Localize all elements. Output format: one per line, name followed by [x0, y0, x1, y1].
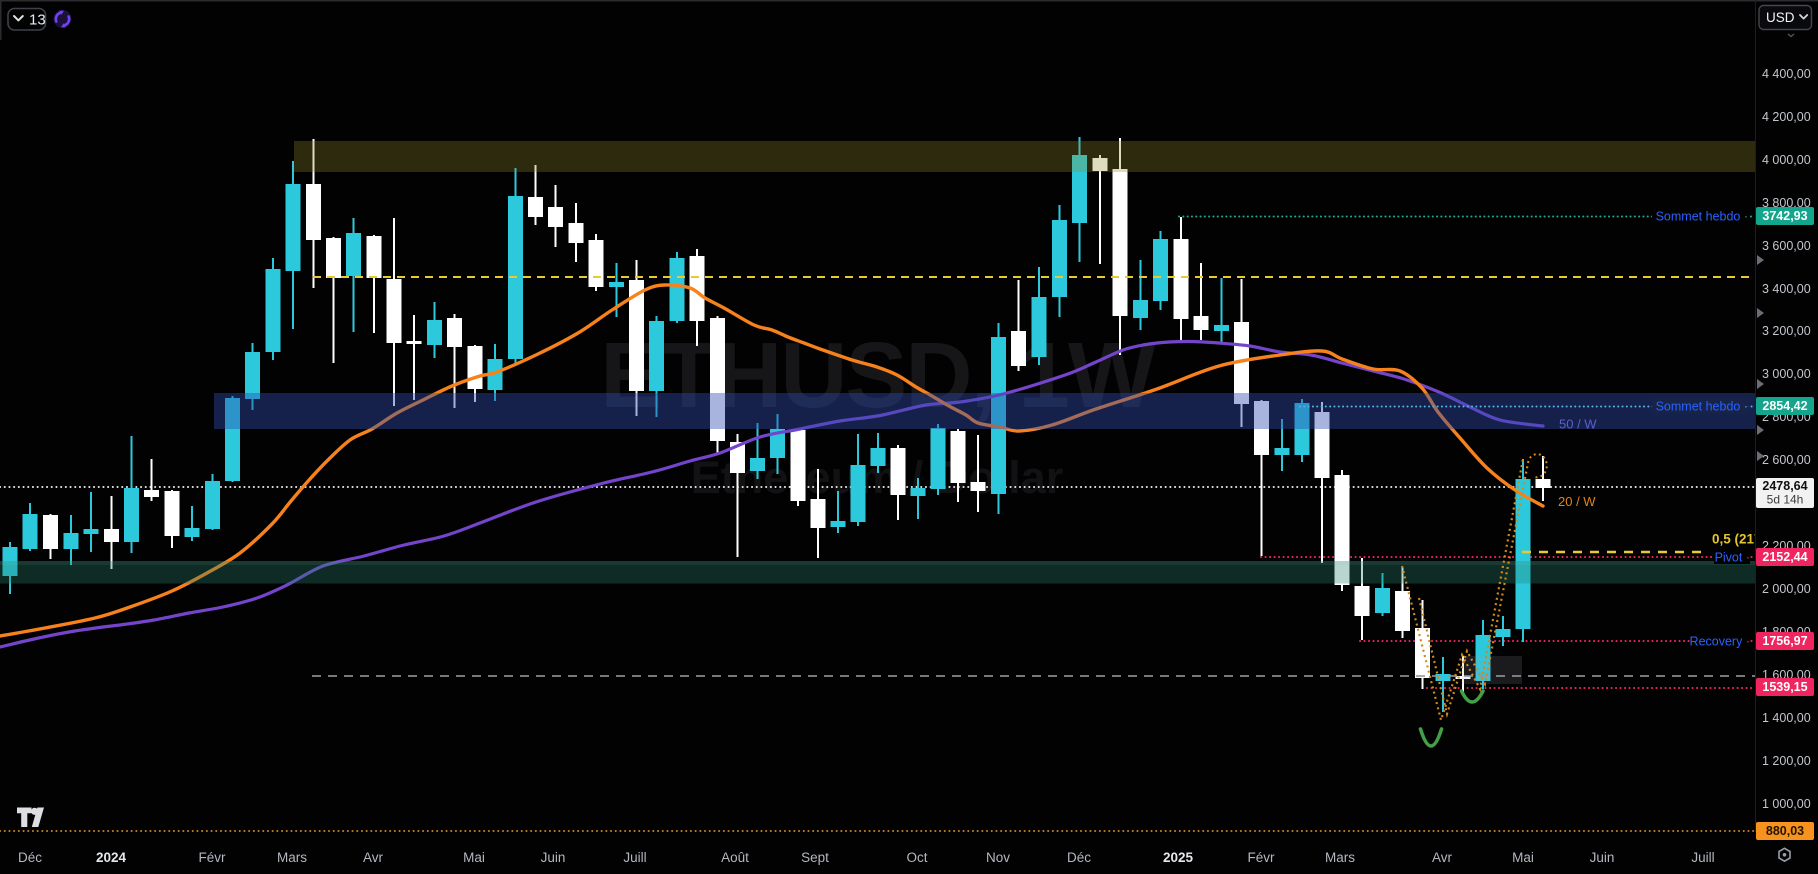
svg-text:1 000,00: 1 000,00 — [1762, 797, 1811, 811]
svg-text:2478,64: 2478,64 — [1762, 479, 1807, 493]
svg-text:USD: USD — [1766, 10, 1795, 25]
svg-text:2 600,00: 2 600,00 — [1762, 453, 1811, 467]
svg-text:2 000,00: 2 000,00 — [1762, 582, 1811, 596]
svg-text:880,03: 880,03 — [1766, 824, 1804, 838]
svg-text:Sept: Sept — [801, 850, 829, 865]
svg-text:Oct: Oct — [906, 850, 927, 865]
svg-text:Mai: Mai — [463, 850, 485, 865]
svg-text:0,5 (217: 0,5 (217 — [1712, 532, 1762, 547]
svg-text:Mars: Mars — [1325, 850, 1355, 865]
svg-text:3 400,00: 3 400,00 — [1762, 282, 1811, 296]
svg-text:Pivot ·: Pivot · — [1715, 551, 1750, 565]
svg-text:13: 13 — [29, 12, 46, 29]
svg-text:Sommet hebdo ·: Sommet hebdo · — [1656, 400, 1748, 414]
svg-text:Avr: Avr — [363, 850, 384, 865]
svg-text:2024: 2024 — [96, 850, 127, 865]
svg-text:3 000,00: 3 000,00 — [1762, 367, 1811, 381]
svg-text:Juin: Juin — [1590, 850, 1615, 865]
svg-text:Juill: Juill — [623, 850, 646, 865]
svg-text:4 400,00: 4 400,00 — [1762, 67, 1811, 81]
svg-text:Juill: Juill — [1691, 850, 1714, 865]
svg-text:Avr: Avr — [1432, 850, 1453, 865]
svg-text:Févr: Févr — [199, 850, 227, 865]
svg-text:Recovery ·: Recovery · — [1690, 635, 1750, 649]
svg-text:20 / W: 20 / W — [1558, 494, 1596, 509]
svg-text:5d 14h: 5d 14h — [1767, 493, 1804, 507]
svg-text:Nov: Nov — [986, 850, 1010, 865]
svg-text:3742,93: 3742,93 — [1762, 209, 1807, 223]
svg-text:Mars: Mars — [277, 850, 307, 865]
svg-text:3 200,00: 3 200,00 — [1762, 324, 1811, 338]
svg-text:Juin: Juin — [541, 850, 566, 865]
svg-text:Déc: Déc — [18, 850, 42, 865]
svg-text:1 400,00: 1 400,00 — [1762, 711, 1811, 725]
svg-text:1756,97: 1756,97 — [1762, 634, 1807, 648]
svg-text:50 / W: 50 / W — [1559, 417, 1597, 432]
svg-text:2152,44: 2152,44 — [1762, 550, 1807, 564]
svg-text:Août: Août — [721, 850, 749, 865]
svg-text:Févr: Févr — [1248, 850, 1276, 865]
svg-text:2854,42: 2854,42 — [1762, 399, 1807, 413]
svg-text:Sommet hebdo ·: Sommet hebdo · — [1656, 210, 1748, 224]
svg-text:Mai: Mai — [1512, 850, 1534, 865]
svg-text:4 000,00: 4 000,00 — [1762, 153, 1811, 167]
svg-text:2025: 2025 — [1163, 850, 1194, 865]
svg-text:3 800,00: 3 800,00 — [1762, 196, 1811, 210]
svg-text:1 200,00: 1 200,00 — [1762, 754, 1811, 768]
svg-text:4 200,00: 4 200,00 — [1762, 110, 1811, 124]
svg-text:3 600,00: 3 600,00 — [1762, 239, 1811, 253]
svg-text:Déc: Déc — [1067, 850, 1091, 865]
svg-text:1539,15: 1539,15 — [1762, 680, 1807, 694]
